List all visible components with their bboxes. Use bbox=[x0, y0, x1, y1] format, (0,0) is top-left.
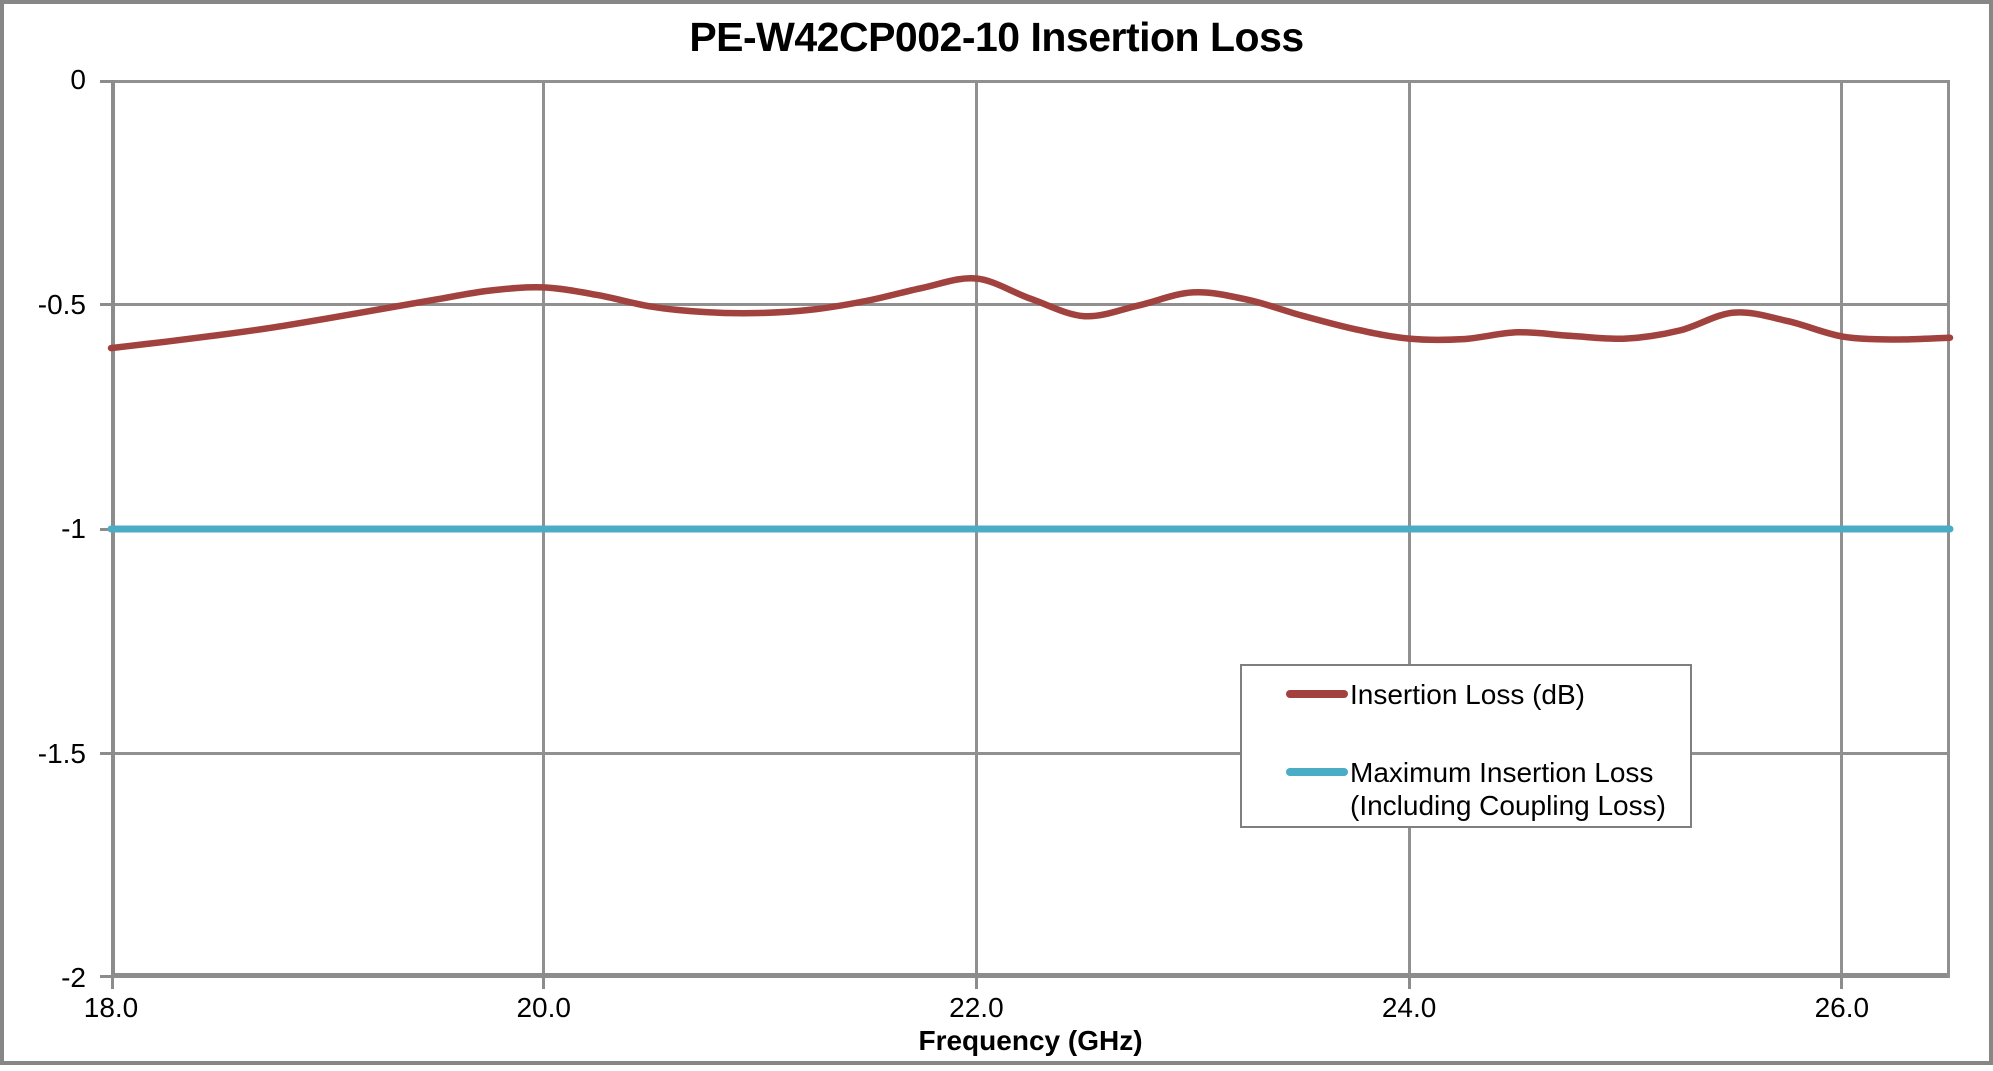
y-axis-tick bbox=[100, 303, 111, 306]
x-tick-label: 22.0 bbox=[949, 992, 1004, 1023]
plot-border-top bbox=[111, 80, 1950, 83]
y-axis-tick bbox=[100, 80, 111, 83]
y-tick-label: -0.5 bbox=[37, 288, 86, 320]
x-axis-line bbox=[111, 973, 1950, 978]
x-axis-tick bbox=[1407, 978, 1411, 989]
x-tick-label: 24.0 bbox=[1381, 992, 1437, 1023]
x-axis-title: Frequency (GHz) bbox=[918, 1025, 1143, 1056]
x-axis-tick bbox=[542, 978, 546, 989]
y-tick-label: -1.5 bbox=[37, 737, 86, 769]
legend-label: Maximum Insertion Loss (Including Coupli… bbox=[1350, 757, 1666, 821]
y-tick-label: -2 bbox=[61, 962, 86, 993]
y-tick-label: -1 bbox=[61, 513, 86, 544]
series-line-insertion-loss bbox=[107, 274, 1954, 352]
x-tick-label: 26.0 bbox=[1814, 992, 1870, 1023]
legend-line-sample-insertion-loss bbox=[1286, 690, 1348, 698]
legend: Insertion Loss (dB) Maximum Insertion Lo… bbox=[1240, 664, 1692, 828]
h-gridline bbox=[111, 752, 1950, 755]
x-axis-tick bbox=[1840, 978, 1844, 989]
legend-line-sample-max-insertion-loss bbox=[1286, 768, 1348, 776]
x-tick-label: 18.0 bbox=[83, 992, 139, 1023]
y-axis-tick bbox=[100, 527, 111, 531]
y-axis-tick bbox=[100, 975, 111, 978]
legend-entry-insertion-loss: Insertion Loss (dB) bbox=[1286, 678, 1690, 711]
x-axis-tick bbox=[974, 978, 978, 989]
x-axis-tick bbox=[111, 978, 114, 989]
plot-area: Insertion Loss (dB) Maximum Insertion Lo… bbox=[100, 80, 1954, 989]
x-tick-label: 20.0 bbox=[516, 992, 571, 1023]
legend-entry-max-insertion-loss: Maximum Insertion Loss (Including Coupli… bbox=[1286, 756, 1690, 822]
series-layer bbox=[107, 274, 1954, 533]
h-gridline bbox=[111, 303, 1950, 306]
legend-label: Insertion Loss (dB) bbox=[1350, 679, 1585, 710]
chart-title: PE-W42CP002-10 Insertion Loss bbox=[689, 14, 1304, 60]
y-tick-label: 0 bbox=[70, 64, 86, 95]
y-axis-tick bbox=[100, 752, 111, 755]
